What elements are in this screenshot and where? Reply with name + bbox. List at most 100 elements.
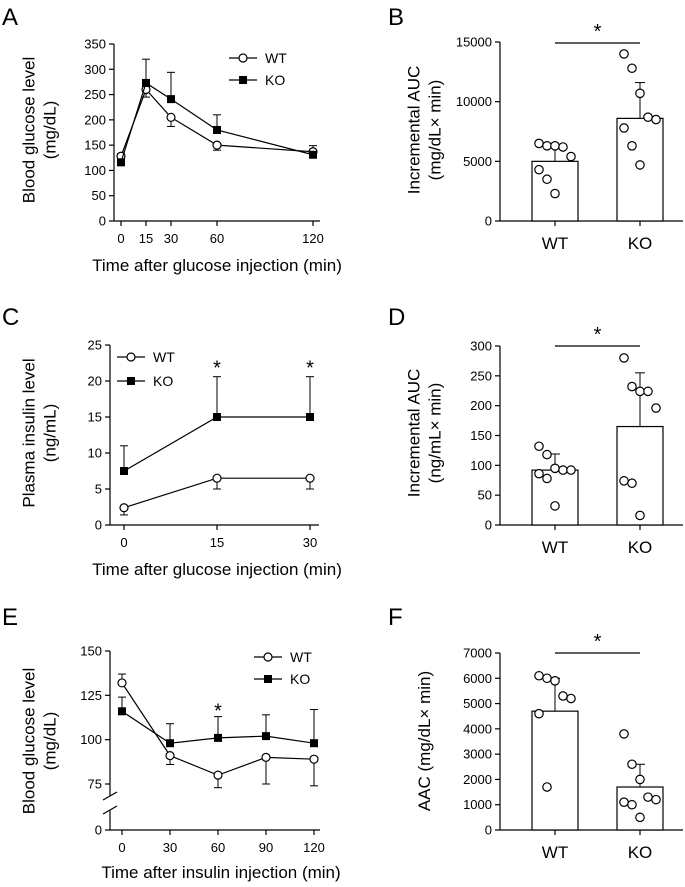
data-point	[627, 478, 637, 489]
data-point	[635, 88, 645, 99]
data-point	[534, 708, 544, 719]
y-tick-label: 250	[470, 368, 492, 383]
bar-group-ko	[616, 353, 664, 526]
data-point	[142, 78, 150, 87]
y-tick-label: 4000	[463, 721, 492, 736]
x-tick-label: 120	[303, 840, 325, 855]
data-point	[550, 141, 560, 151]
y-axis-label: Plasma insulin level	[20, 358, 39, 507]
bar-wt	[531, 710, 579, 831]
y-tick-label: 150	[470, 428, 492, 443]
chart-panel-d: D 0 50 100 150 200 250 300 WT KO * Incremental AUC(…	[388, 304, 683, 557]
x-tick-label: 60	[211, 840, 225, 855]
y-tick-label: 0	[485, 214, 492, 229]
legend: WT KO	[117, 349, 175, 389]
y-tick-label: 200	[470, 398, 492, 413]
data-point	[542, 473, 552, 484]
x-tick-label: WT	[542, 538, 568, 557]
data-point	[619, 49, 629, 59]
data-point	[558, 691, 568, 701]
x-tick-label: KO	[628, 234, 653, 253]
series-ko	[117, 58, 317, 167]
y-tick-label: 15000	[456, 35, 492, 50]
data-point	[212, 473, 222, 483]
data-point	[627, 799, 637, 810]
data-point	[635, 386, 645, 397]
x-tick-label: 30	[163, 840, 177, 855]
data-point	[167, 95, 175, 104]
legend-marker	[239, 76, 247, 84]
data-point	[213, 770, 223, 780]
y-tick-label: 50	[92, 188, 106, 203]
data-point	[118, 707, 126, 716]
y-tick-label: 5000	[463, 154, 492, 169]
x-tick-label: 0	[118, 840, 125, 855]
y-axis-label: (ng/mL× min)	[426, 383, 445, 484]
y-tick-label: 200	[84, 112, 106, 127]
data-point	[627, 141, 637, 151]
significance-star: *	[306, 358, 314, 380]
data-point	[310, 739, 318, 748]
x-axis-label: Time after glucose injection (min)	[92, 560, 342, 579]
significance-bracket: *	[555, 631, 640, 654]
y-tick-label: 100	[470, 458, 492, 473]
data-point	[534, 138, 544, 149]
legend: WT KO	[229, 50, 287, 88]
panel-letter: F	[388, 604, 403, 631]
y-tick-label: 300	[470, 339, 492, 354]
data-point	[166, 112, 176, 122]
data-point	[542, 174, 552, 185]
legend-label-wt: WT	[290, 649, 312, 665]
y-tick-label: 10	[88, 446, 102, 461]
bar-group-wt	[531, 138, 579, 222]
data-point	[635, 160, 645, 170]
bar-wt	[531, 469, 579, 526]
data-point	[119, 503, 129, 513]
y-tick-label: 150	[80, 644, 102, 659]
panel-letter: A	[2, 4, 18, 31]
y-axis-label: AAC (mg/dL× min)	[415, 671, 434, 811]
data-point	[635, 812, 645, 823]
y-tick-label: 0	[485, 518, 492, 533]
data-point	[534, 468, 544, 479]
y-axis-label: (mg/dL)	[41, 712, 60, 771]
significance-star: *	[594, 324, 602, 346]
x-tick-label: 90	[259, 840, 273, 855]
y-axis-label: Incremental AUC	[405, 369, 424, 498]
legend-marker	[264, 675, 272, 683]
data-point	[619, 353, 629, 363]
legend-label-ko: KO	[265, 72, 285, 88]
x-tick-label: KO	[628, 843, 653, 862]
panel-letter: E	[2, 604, 18, 631]
significance-bracket: *	[555, 21, 640, 44]
data-point	[643, 112, 653, 122]
data-point	[542, 782, 552, 792]
y-tick-label: 5	[95, 482, 102, 497]
y-tick-label: 125	[80, 688, 102, 703]
y-axis-label: Incremental AUC	[405, 66, 424, 195]
chart-panel-b: B 0 5000 10000 15000 WT KO * Incremental AUC (mg/…	[388, 4, 683, 253]
bar-group-wt	[531, 670, 579, 831]
x-tick-label: KO	[628, 538, 653, 557]
data-point	[619, 797, 629, 807]
series-ko	[118, 696, 318, 748]
data-point	[262, 732, 270, 741]
y-tick-label: 15	[88, 410, 102, 425]
y-axis-label: (mg/dL× min)	[426, 80, 445, 181]
data-point	[627, 759, 637, 770]
y-tick-label: 250	[84, 87, 106, 102]
data-point	[120, 467, 128, 475]
y-axis-label: (mg/dL)	[41, 101, 60, 160]
y-tick-label: 350	[84, 37, 106, 52]
y-tick-label: 6000	[463, 671, 492, 686]
y-tick-label: 20	[88, 374, 102, 389]
data-point	[550, 501, 560, 511]
y-tick-label: 300	[84, 62, 106, 77]
data-point	[309, 754, 319, 764]
data-point	[117, 158, 125, 167]
significance-star: *	[594, 631, 602, 653]
legend-label-ko: KO	[153, 373, 173, 389]
bar-ko	[616, 786, 664, 831]
data-point	[558, 142, 568, 152]
